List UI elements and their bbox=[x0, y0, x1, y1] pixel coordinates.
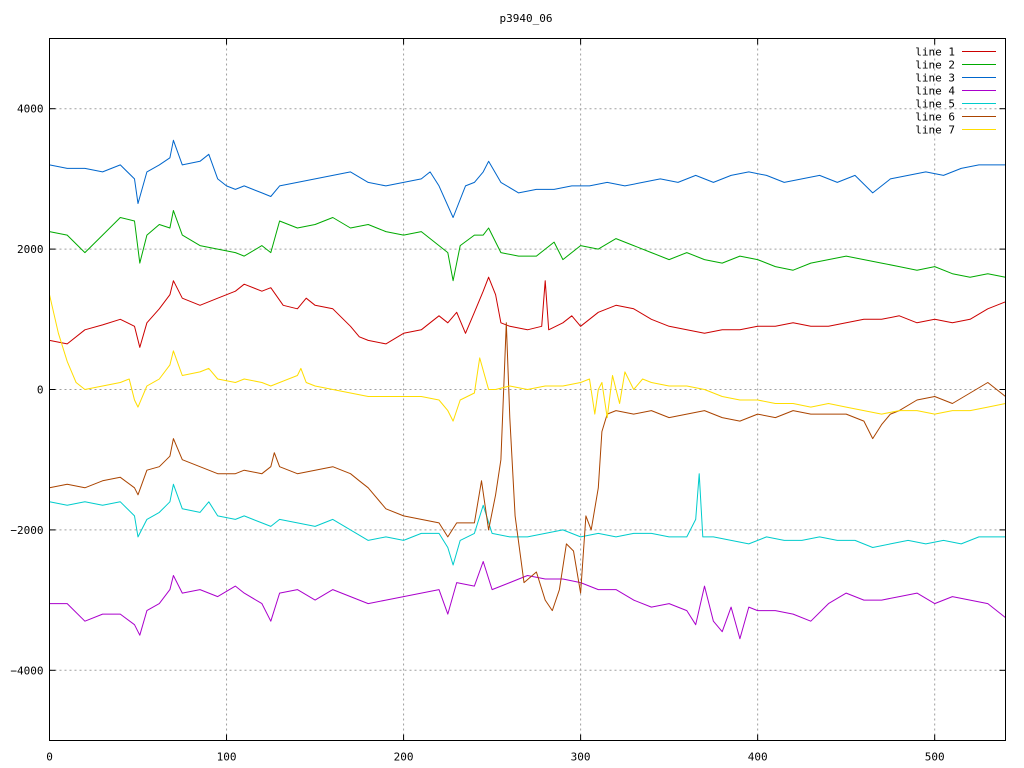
x-tick-label: 500 bbox=[925, 751, 945, 764]
chart-title: p3940_06 bbox=[500, 12, 553, 25]
x-tick-label: 0 bbox=[46, 751, 53, 764]
series-group bbox=[49, 139, 1006, 640]
x-tick-label: 400 bbox=[748, 751, 768, 764]
legend-label-4: line 4 bbox=[915, 85, 955, 98]
legend-label-3: line 3 bbox=[915, 72, 955, 85]
legend-label-1: line 1 bbox=[915, 46, 955, 59]
series-line-6 bbox=[49, 322, 1006, 612]
axis-ticks: 0 100 200 300 400 500 −4000 −2000 0 2000 4000 bbox=[10, 38, 1006, 764]
y-tick-label: 0 bbox=[37, 384, 44, 397]
legend-label-5: line 5 bbox=[915, 98, 955, 111]
x-tick-label: 300 bbox=[571, 751, 591, 764]
series-line-7 bbox=[49, 294, 1006, 422]
legend-label-6: line 6 bbox=[915, 111, 955, 124]
series-line-5 bbox=[49, 473, 1006, 566]
x-tick-label: 100 bbox=[217, 751, 237, 764]
y-tick-label: 2000 bbox=[17, 243, 44, 256]
y-tick-label: 4000 bbox=[17, 103, 44, 116]
y-tick-label: −4000 bbox=[10, 664, 43, 677]
legend-label-2: line 2 bbox=[915, 59, 955, 72]
x-tick-label: 200 bbox=[394, 751, 414, 764]
legend-label-7: line 7 bbox=[915, 124, 955, 137]
series-line-1 bbox=[49, 276, 1006, 348]
series-line-3 bbox=[49, 139, 1006, 218]
series-line-2 bbox=[49, 210, 1006, 282]
series-line-4 bbox=[49, 561, 1006, 640]
y-tick-label: −2000 bbox=[10, 524, 43, 537]
grid bbox=[49, 38, 1006, 741]
